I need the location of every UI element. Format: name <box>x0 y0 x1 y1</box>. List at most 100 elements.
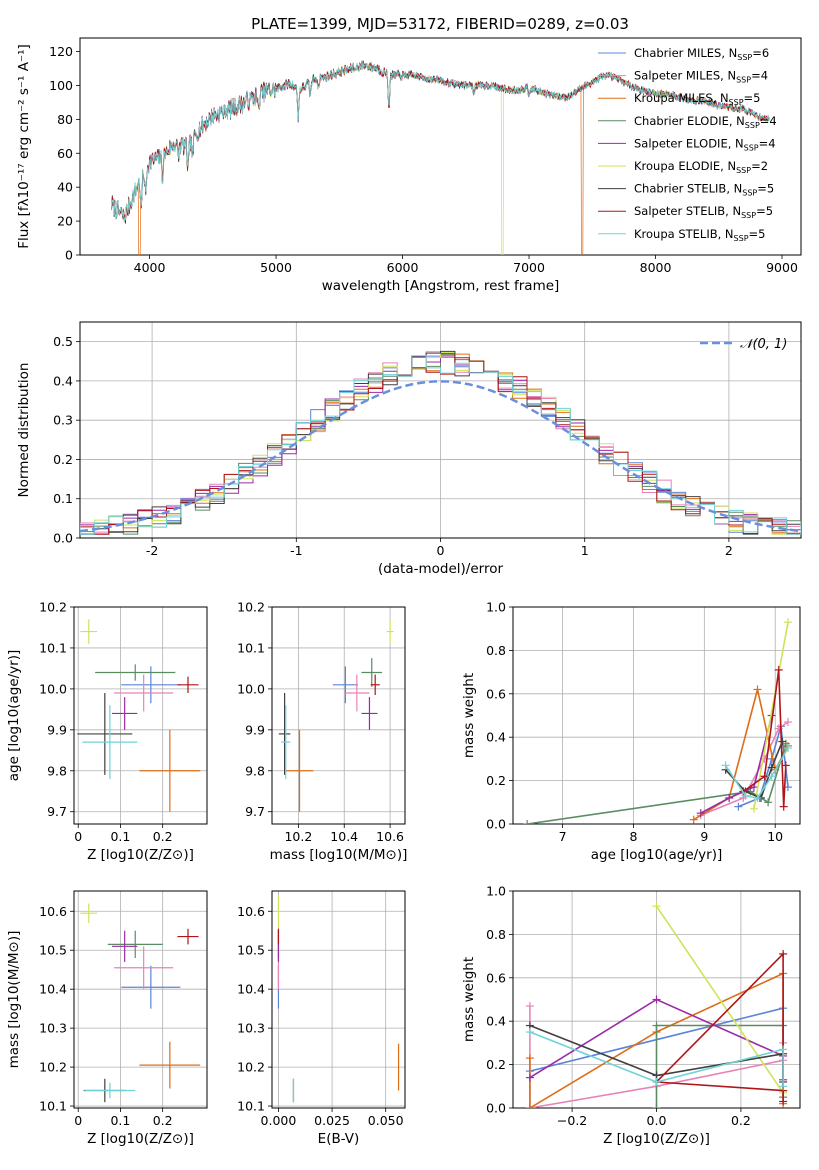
y-tick-label: 9.9 <box>245 722 265 737</box>
legend-entry-chabrier-elodie: Chabrier ELODIE, NSSP=4 <box>634 114 777 130</box>
weight-line-salpeter-stelib <box>654 951 784 1102</box>
errorbar-chabrier-miles <box>332 666 358 704</box>
x-axis-label: wavelength [Angstrom, rest frame] <box>322 278 560 294</box>
weight-marker-chabrier-elodie <box>652 1104 661 1108</box>
y-tick-label: 10.5 <box>237 943 265 958</box>
legend-subscript: SSP <box>742 189 757 198</box>
age_vs_Z-axes: 0 0.1 0.2 9.7 9.8 9.9 10.0 10.1 10.2 Z [log10(Z/Z… <box>6 600 208 863</box>
spectrum-series-group <box>111 60 770 255</box>
errorbar-kroupa-miles <box>139 729 201 812</box>
legend-suffix: =2 <box>751 159 768 173</box>
weight-marker-chabrier-elodie <box>523 820 532 824</box>
weight-line-kroupa-elodie <box>655 905 784 1094</box>
errorbar-chabrier-elodie <box>95 664 176 681</box>
errorbar-chabrier-miles <box>121 965 181 1009</box>
weight-marker-kroupa-stelib <box>779 1082 788 1091</box>
legend-subscript: SSP <box>729 98 744 107</box>
errorbar-salpeter-stelib <box>370 674 380 696</box>
errorbar-salpeter-elodie <box>112 930 138 962</box>
y-tick-label: 10.0 <box>39 681 67 696</box>
y-tick-label: 9.7 <box>47 804 67 819</box>
weight-marker-kroupa-elodie <box>783 618 792 627</box>
y-tick-label: 1.0 <box>486 600 506 615</box>
y-tick-label: 10.2 <box>237 600 265 615</box>
errorbar-chabrier-stelib <box>77 692 133 775</box>
weight-marker-chabrier-elodie <box>652 1021 661 1030</box>
weight-marker-chabrier-elodie <box>764 798 773 807</box>
y-axis-label: Flux [fλ10⁻¹⁷ erg cm⁻² s⁻¹ A⁻¹] <box>16 44 32 249</box>
y-tick-label: 9.7 <box>245 804 265 819</box>
histogram-group <box>80 350 801 535</box>
y-tick-label: 10.1 <box>39 640 67 655</box>
legend-text: Salpeter MILES, N <box>634 69 736 83</box>
weight-line-chabrier-elodie <box>655 1024 784 1108</box>
legend-entry-chabrier-stelib: Chabrier STELIB, NSSP=5 <box>634 182 774 198</box>
x-tick-label: 10.4 <box>330 829 358 844</box>
weight-marker-salpeter-elodie <box>525 1073 534 1082</box>
legend-subscript: SSP <box>736 166 751 175</box>
y-tick-label: 1.0 <box>486 884 506 899</box>
weight-marker-kroupa-stelib <box>779 1045 788 1054</box>
weight-marker-kroupa-elodie <box>652 902 661 911</box>
legend-subscript: SSP <box>745 121 760 130</box>
y-axis-label: mass weight <box>461 673 477 758</box>
errorbar-salpeter-miles <box>344 674 370 712</box>
x-tick-label: 6000 <box>387 260 419 275</box>
y-tick-label: 0.5 <box>53 334 73 349</box>
y-tick-label: 10.1 <box>237 640 265 655</box>
x-tick-label: 0.0 <box>647 1113 667 1128</box>
legend-text: Kroupa STELIB, N <box>634 227 734 241</box>
x-tick-label: 0.050 <box>368 1113 404 1128</box>
x-tick-label: 0.2 <box>153 1113 173 1128</box>
x-axis-label: age [log10(age/yr)] <box>591 847 723 863</box>
weight_vs_Z-axes: −0.2 0.0 0.2 0.0 0.2 0.4 0.6 0.8 1.0 Z [log10(Z/Z… <box>461 884 801 1147</box>
weight-marker-salpeter-stelib <box>774 665 783 674</box>
x-tick-label: 0 <box>74 829 82 844</box>
y-tick-label: 9.9 <box>47 722 67 737</box>
y-tick-label: 0.2 <box>486 1057 506 1072</box>
x-axis-label: mass [log10(M/M⊙)] <box>270 847 408 863</box>
weight-marker-salpeter-elodie <box>725 793 734 802</box>
legend-text: Kroupa MILES, N <box>634 91 729 105</box>
errorbar-chabrier-elodie <box>107 930 163 959</box>
x-tick-label: 10 <box>767 829 783 844</box>
plot-frame <box>271 890 406 1109</box>
y-tick-label: 40 <box>57 180 73 195</box>
y-tick-label: 100 <box>49 78 73 93</box>
normal-legend-label: 𝒩(0, 1) <box>740 337 787 352</box>
errorbar-chabrier-elodie <box>361 658 383 687</box>
legend-text: Salpeter ELODIE, N <box>634 136 744 150</box>
x-axis-label: E(B-V) <box>318 1131 360 1147</box>
legend-suffix: =5 <box>749 227 766 241</box>
y-tick-label: 0.8 <box>486 643 506 658</box>
x-axis-label: Z [log10(Z/Z⊙)] <box>87 1131 194 1147</box>
x-tick-label: 0.1 <box>110 829 130 844</box>
y-tick-label: 20 <box>57 214 73 229</box>
y-tick-label: 0.1 <box>53 491 73 506</box>
weight-marker-kroupa-miles <box>525 1054 534 1063</box>
y-tick-label: 10.6 <box>237 904 265 919</box>
x-tick-label: 5000 <box>260 260 292 275</box>
y-tick-label: 10.3 <box>237 1021 265 1036</box>
y-tick-label: 10.2 <box>237 1060 265 1075</box>
x-tick-label: 4000 <box>134 260 166 275</box>
age_vs_mass-points <box>278 619 394 812</box>
x-tick-label: -1 <box>290 543 302 558</box>
errorbar-salpeter-miles <box>114 946 174 990</box>
plot-frame <box>79 37 802 256</box>
weight-line-kroupa-stelib <box>529 1031 784 1087</box>
x-tick-label: 9 <box>700 829 708 844</box>
y-axis-label: Normed distribution <box>16 363 32 498</box>
y-tick-label: 9.8 <box>47 763 67 778</box>
weight-marker-salpeter-stelib <box>779 949 788 958</box>
y-tick-label: 0.2 <box>53 452 73 467</box>
x-axis-label: Z [log10(Z/Z⊙)] <box>603 1131 710 1147</box>
y-tick-label: 0.6 <box>486 686 506 701</box>
legend-suffix: =5 <box>757 182 774 196</box>
weight-marker-kroupa-stelib <box>783 744 792 753</box>
x-tick-label: 0.1 <box>110 1113 130 1128</box>
x-axis-label: Z [log10(Z/Z⊙)] <box>87 847 194 863</box>
spectrum-line-kroupa-stelib <box>111 60 770 222</box>
x-tick-label: 0.025 <box>314 1113 350 1128</box>
x-tick-label: 0 <box>74 1113 82 1128</box>
